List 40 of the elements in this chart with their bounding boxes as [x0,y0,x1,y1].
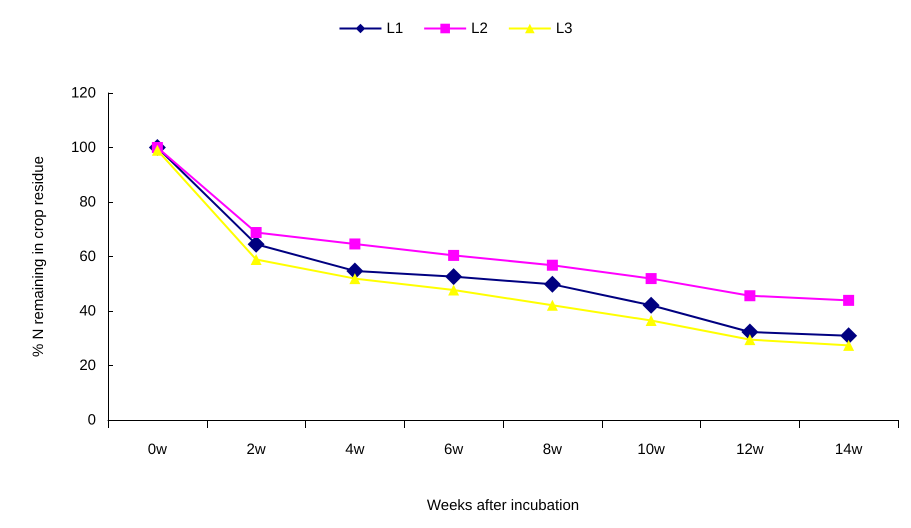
y-tick-label: 100 [70,139,96,156]
x-tick-label: 8w [542,441,562,458]
legend-label: L1 [386,20,404,37]
x-tick-label: 14w [834,441,863,458]
y-tick-label: 120 [70,84,96,102]
point [250,227,262,238]
point [546,260,558,271]
x-tick-label: 10w [637,441,666,458]
point [843,340,854,351]
y-tick-label: 0 [88,412,96,428]
x-tick-label: 4w [345,441,365,458]
point [448,284,460,296]
x-axis-title: Weeks after incubation [426,497,580,514]
point [546,300,558,311]
y-tick-label: 40 [79,302,96,320]
point [544,276,561,293]
x-tick-label: 0w [148,441,168,458]
legend-label: L3 [556,20,573,37]
point [744,334,756,346]
point [445,268,462,286]
x-tick-label: 6w [444,441,464,458]
point [843,294,854,306]
point [349,238,360,250]
x-tick-label: 12w [736,441,764,458]
point [349,273,360,284]
point [646,315,657,326]
point [642,296,660,314]
point [744,290,756,302]
point [346,262,364,280]
point [840,327,858,344]
point [741,323,758,340]
point [448,250,460,261]
y-tick-label: 80 [79,194,96,210]
point [646,273,657,284]
point [250,254,262,265]
legend-label: L2 [471,20,488,37]
x-tick-label: 2w [246,441,266,458]
y-tick-label: 20 [79,357,96,374]
y-tick-label: 60 [79,248,96,265]
y-axis-title: % N remaining in crop residue [30,156,47,357]
